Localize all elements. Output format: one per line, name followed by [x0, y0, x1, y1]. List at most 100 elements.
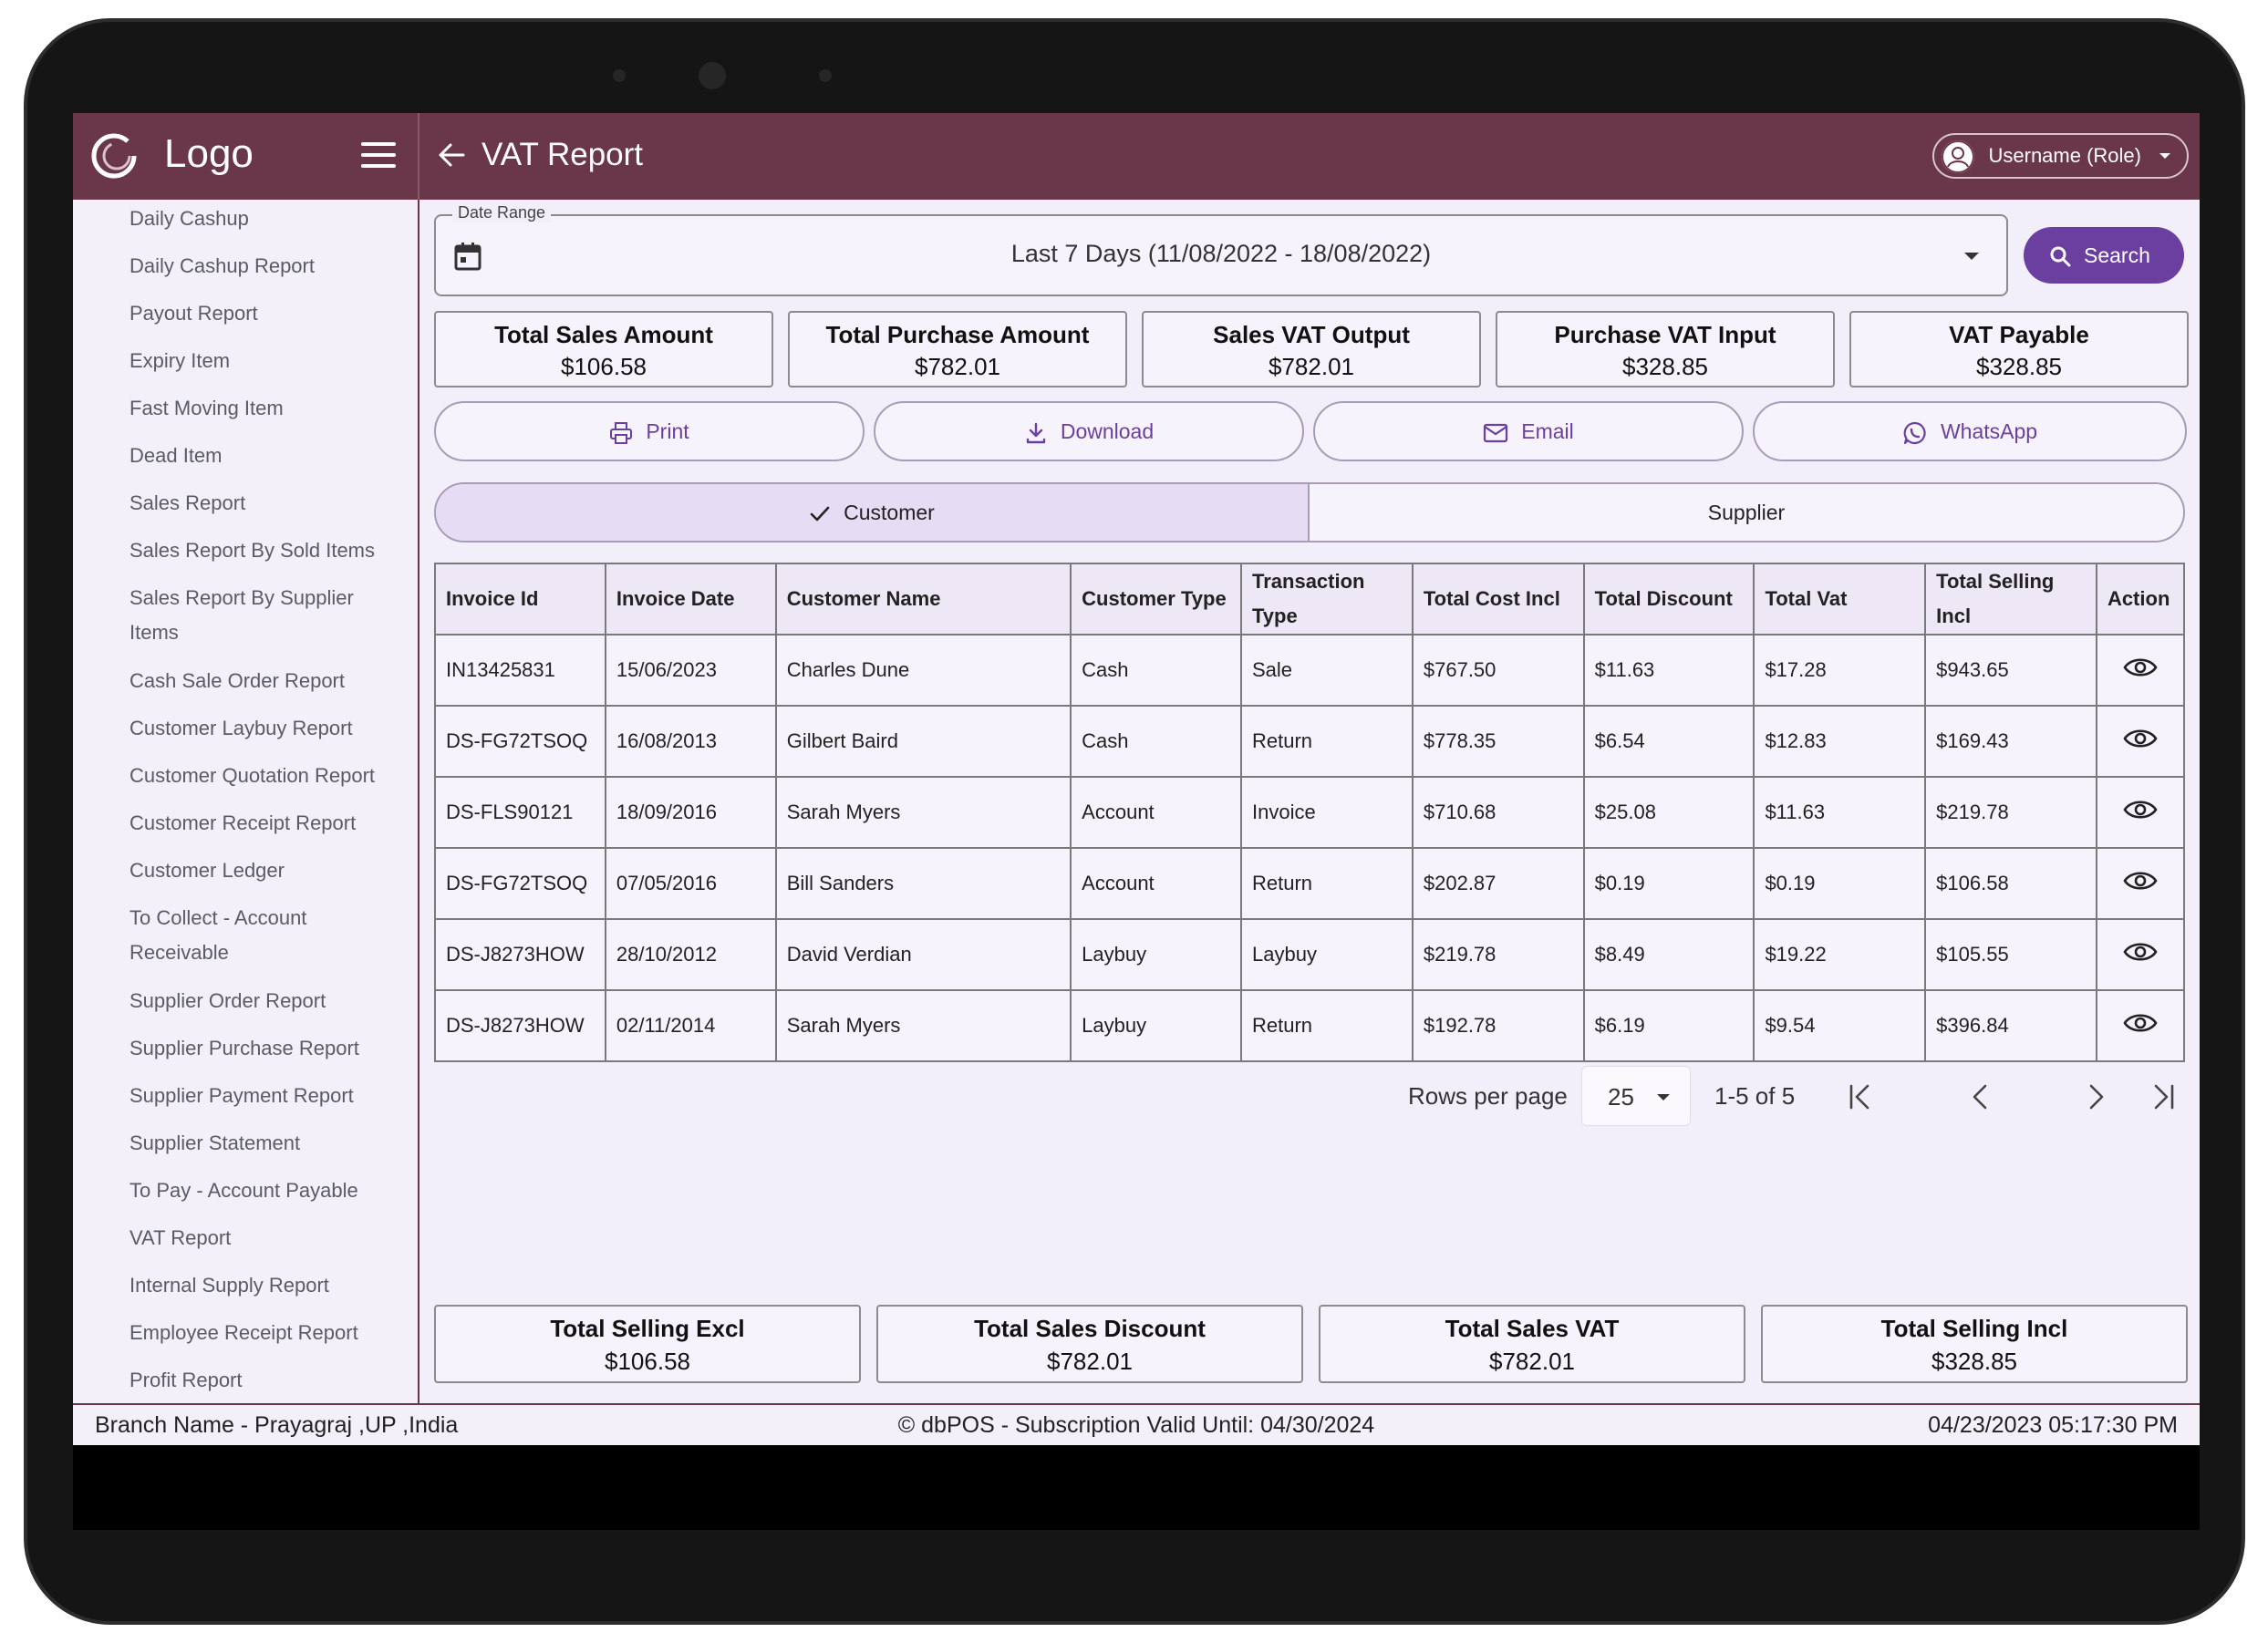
action-cell — [2095, 989, 2186, 1062]
stat-sales-vat-output: Sales VAT Output $782.01 — [1142, 311, 1481, 388]
action-cell — [2095, 847, 2186, 920]
total-selling-excl: Total Selling Excl $106.58 — [434, 1305, 861, 1383]
sidebar-item-payout-report[interactable]: Payout Report — [129, 302, 258, 325]
sidebar-item-supplier-payment-report[interactable]: Supplier Payment Report — [129, 1084, 354, 1107]
cell: $105.55 — [1924, 918, 2097, 991]
sidebar-item-customer-ledger[interactable]: Customer Ledger — [129, 859, 285, 882]
sidebar-item-expiry-item[interactable]: Expiry Item — [129, 349, 231, 372]
app-screen: Logo VAT Report Username (Role) Daily Ca… — [73, 113, 2200, 1530]
stat-total-sales-amount: Total Sales Amount $106.58 — [434, 311, 773, 388]
back-arrow-icon[interactable] — [436, 137, 469, 173]
print-button[interactable]: Print — [434, 401, 865, 461]
total-selling-incl: Total Selling Incl $328.85 — [1761, 1305, 2188, 1383]
sidebar-item-account-payable[interactable]: To Pay - Account Payable — [129, 1179, 358, 1202]
column-header[interactable]: Customer Type — [1070, 563, 1242, 636]
check-icon — [810, 506, 830, 522]
table-row: DS-FLS90121 18/09/2016 Sarah Myers Accou… — [434, 776, 2186, 849]
user-menu-button[interactable]: Username (Role) — [1931, 133, 2189, 179]
sidebar-item-fast-moving-item[interactable]: Fast Moving Item — [129, 397, 284, 419]
column-header[interactable]: Total Cost Incl — [1411, 563, 1585, 636]
rows-per-page-label: Rows per page — [1408, 1082, 1568, 1110]
sidebar-item-sales-report-supplier-items[interactable]: Sales Report By Supplier Items — [129, 586, 354, 644]
date-range-select[interactable]: Date Range Last 7 Days (11/08/2022 - 18/… — [434, 203, 2008, 296]
mail-icon — [1484, 423, 1508, 443]
printer-icon — [610, 421, 633, 444]
cell: Return — [1240, 989, 1414, 1062]
sidebar-item-internal-supply-report[interactable]: Internal Supply Report — [129, 1274, 329, 1297]
menu-icon[interactable] — [361, 142, 396, 170]
sidebar-item-supplier-purchase-report[interactable]: Supplier Purchase Report — [129, 1037, 359, 1059]
sidebar-item-cash-sale-order-report[interactable]: Cash Sale Order Report — [129, 669, 345, 692]
cell: Cash — [1070, 634, 1242, 707]
tab-customer[interactable]: Customer — [436, 484, 1310, 541]
customer-supplier-toggle: Customer Supplier — [434, 482, 2185, 542]
rows-per-page-select[interactable]: 25 — [1581, 1066, 1691, 1126]
cell: Account — [1070, 847, 1242, 920]
search-button[interactable]: Search — [2024, 227, 2184, 284]
screen-bezel-area — [73, 1445, 2200, 1530]
sidebar-item-employee-receipt-report[interactable]: Employee Receipt Report — [129, 1321, 358, 1344]
eye-icon[interactable] — [2123, 727, 2158, 750]
main-content: Date Range Last 7 Days (11/08/2022 - 18/… — [421, 200, 2200, 1403]
sidebar-item-customer-quotation-report[interactable]: Customer Quotation Report — [129, 764, 376, 787]
top-bar: Logo VAT Report Username (Role) — [73, 113, 2200, 200]
action-cell — [2095, 634, 2186, 707]
column-header[interactable]: Transaction Type — [1240, 563, 1414, 636]
eye-icon[interactable] — [2123, 940, 2158, 964]
eye-icon[interactable] — [2123, 869, 2158, 893]
stat-purchase-vat-input: Purchase VAT Input $328.85 — [1496, 311, 1835, 388]
total-label: Total Selling Incl — [1880, 1315, 2068, 1342]
sidebar-item-sales-report[interactable]: Sales Report — [129, 491, 246, 514]
total-label: Total Sales VAT — [1445, 1315, 1620, 1342]
whatsapp-icon — [1903, 421, 1926, 445]
sidebar-item-supplier-order-report[interactable]: Supplier Order Report — [129, 989, 326, 1012]
sidebar-item-supplier-statement[interactable]: Supplier Statement — [129, 1132, 301, 1154]
sidebar-item-account-receivable[interactable]: To Collect - Account Receivable — [129, 906, 307, 964]
download-button[interactable]: Download — [874, 401, 1304, 461]
stat-value: $782.01 — [1269, 353, 1354, 380]
sidebar-item-dead-item[interactable]: Dead Item — [129, 444, 223, 467]
column-header[interactable]: Customer Name — [774, 563, 1072, 636]
download-label: Download — [1060, 419, 1155, 443]
column-header[interactable]: Total Selling Incl — [1924, 563, 2097, 636]
cell: 15/06/2023 — [604, 634, 777, 707]
user-name: Username (Role) — [1988, 144, 2142, 167]
column-header[interactable]: Total Discount — [1582, 563, 1755, 636]
next-page-icon[interactable] — [2079, 1080, 2112, 1113]
first-page-icon[interactable] — [1844, 1080, 1877, 1113]
sidebar-item-sales-report-sold-items[interactable]: Sales Report By Sold Items — [129, 539, 376, 562]
page-range: 1-5 of 5 — [1714, 1082, 1796, 1110]
total-label: Total Sales Discount — [974, 1315, 1206, 1342]
cell: $767.50 — [1411, 634, 1585, 707]
cell: $192.78 — [1411, 989, 1585, 1062]
total-value: $328.85 — [1931, 1348, 2017, 1375]
column-header[interactable]: Total Vat — [1753, 563, 1927, 636]
previous-page-icon[interactable] — [1964, 1080, 1997, 1113]
sidebar-item-daily-cashup-report[interactable]: Daily Cashup Report — [129, 254, 315, 277]
sidebar-item-customer-receipt-report[interactable]: Customer Receipt Report — [129, 811, 357, 834]
cell: Invoice — [1240, 776, 1414, 849]
caret-down-icon — [1657, 1094, 1670, 1100]
cell: Cash — [1070, 705, 1242, 778]
whatsapp-button[interactable]: WhatsApp — [1753, 401, 2187, 461]
print-label: Print — [646, 419, 689, 443]
sidebar-item-vat-report[interactable]: VAT Report — [129, 1226, 232, 1249]
branch-name: Branch Name - Prayagraj ,UP ,India — [95, 1412, 459, 1438]
email-button[interactable]: Email — [1313, 401, 1744, 461]
stat-label: Total Purchase Amount — [825, 321, 1090, 348]
eye-icon[interactable] — [2123, 656, 2158, 679]
eye-icon[interactable] — [2123, 1011, 2158, 1035]
sidebar-item-customer-laybuy-report[interactable]: Customer Laybuy Report — [129, 717, 353, 739]
sidebar-item-daily-cashup[interactable]: Daily Cashup — [129, 207, 249, 230]
date-range-value: Last 7 Days (11/08/2022 - 18/08/2022) — [1010, 240, 1432, 267]
column-header[interactable]: Invoice Date — [604, 563, 777, 636]
cell: $11.63 — [1582, 634, 1755, 707]
eye-icon[interactable] — [2123, 798, 2158, 822]
tab-customer-label: Customer — [844, 501, 935, 524]
tab-supplier[interactable]: Supplier — [1310, 484, 2183, 541]
cell: Charles Dune — [774, 634, 1072, 707]
column-header[interactable]: Invoice Id — [434, 563, 606, 636]
sidebar-item-profit-report[interactable]: Profit Report — [129, 1369, 243, 1391]
sensor-dot — [819, 69, 832, 82]
last-page-icon[interactable] — [2147, 1080, 2180, 1113]
